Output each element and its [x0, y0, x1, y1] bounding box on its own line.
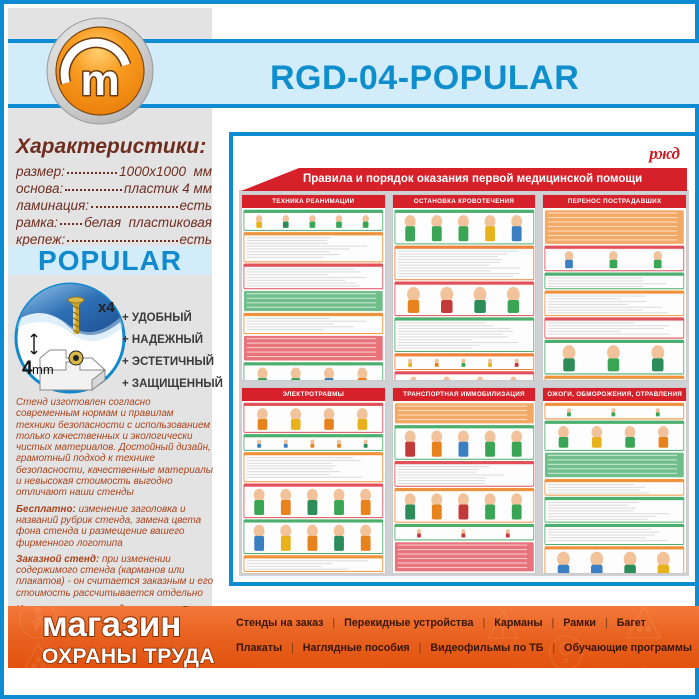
svg-text:mm: mm	[32, 362, 54, 377]
svg-text:m: m	[80, 56, 119, 105]
svg-text:x4: x4	[98, 299, 115, 316]
